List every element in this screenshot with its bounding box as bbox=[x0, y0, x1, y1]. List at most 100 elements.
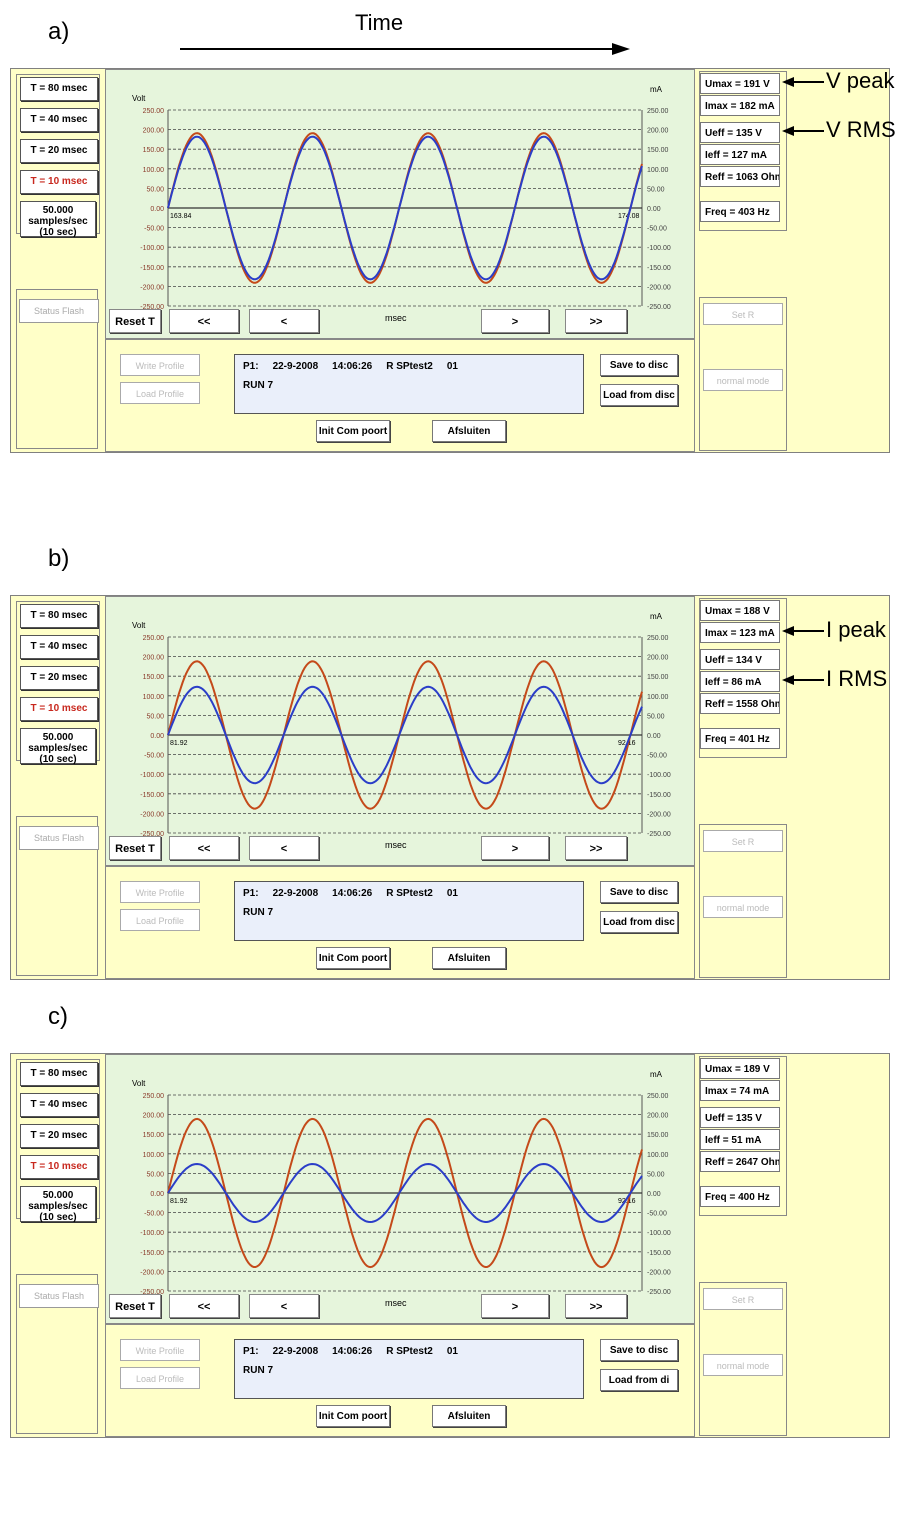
scroll-far-right-button[interactable]: >> bbox=[565, 1294, 627, 1318]
normal-mode-button[interactable]: normal mode bbox=[703, 369, 783, 391]
scroll-far-left-button[interactable]: << bbox=[169, 836, 239, 860]
measurements-column: Umax = 188 V Imax = 123 mA Ueff = 134 V Ief… bbox=[695, 596, 891, 979]
init-comport-button[interactable]: Init Com poort bbox=[316, 1405, 390, 1427]
time-label: Time bbox=[355, 10, 404, 35]
profile-info-box: P1: 22-9-2008 14:06:26 R SPtest2 01 RUN 7 bbox=[234, 1339, 584, 1399]
load-profile-button[interactable]: Load Profile bbox=[120, 1367, 200, 1389]
samples-per-sec-button[interactable]: 50.000 samples/sec (10 sec) bbox=[20, 728, 96, 765]
scroll-far-right-button[interactable]: >> bbox=[565, 309, 627, 333]
set-r-button[interactable]: Set R bbox=[703, 303, 783, 325]
load-from-disc-button[interactable]: Load from disc bbox=[600, 911, 678, 933]
reset-t-button[interactable]: Reset T bbox=[109, 1294, 161, 1318]
status-flash-button[interactable]: Status Flash bbox=[19, 299, 99, 323]
voltage-trace bbox=[167, 1117, 643, 1269]
profile-code: 01 bbox=[446, 1346, 458, 1357]
measurement-readout: Ueff = 135 V bbox=[700, 122, 780, 143]
oscilloscope-graph: Volt mA 250.00 250.00 200.00 200.00 150.00 150.… bbox=[105, 1054, 695, 1324]
left-lower-frame bbox=[16, 1274, 98, 1434]
load-profile-button[interactable]: Load Profile bbox=[120, 382, 200, 404]
reset-t-button[interactable]: Reset T bbox=[109, 836, 161, 860]
panel-letter: b) bbox=[48, 545, 70, 572]
status-flash-button[interactable]: Status Flash bbox=[19, 1284, 99, 1308]
scroll-right-button[interactable]: > bbox=[481, 309, 549, 333]
y-tick-label-right: -250.00 bbox=[647, 831, 671, 838]
y-tick-label-left: -50.00 bbox=[144, 1211, 164, 1218]
measurements-frame bbox=[699, 71, 787, 231]
save-to-disc-button[interactable]: Save to disc bbox=[600, 1339, 678, 1361]
time-range-button[interactable]: T = 40 msec bbox=[20, 1093, 98, 1117]
samples-per-sec-button[interactable]: 50.000 samples/sec (10 sec) bbox=[20, 201, 96, 238]
status-flash-button[interactable]: Status Flash bbox=[19, 826, 99, 850]
save-to-disc-button[interactable]: Save to disc bbox=[600, 881, 678, 903]
annotation-label: V RMS bbox=[826, 117, 896, 142]
load-from-disc-button[interactable]: Load from disc bbox=[600, 384, 678, 406]
y-tick-label-right: -200.00 bbox=[647, 811, 671, 818]
x-start-label: 81.92 bbox=[170, 740, 188, 747]
samples-per-sec-button[interactable]: 50.000 samples/sec (10 sec) bbox=[20, 1186, 96, 1223]
normal-mode-button[interactable]: normal mode bbox=[703, 896, 783, 918]
reset-t-button[interactable]: Reset T bbox=[109, 309, 161, 333]
time-range-button[interactable]: T = 10 msec bbox=[20, 1155, 98, 1179]
y-tick-label-left: 200.00 bbox=[143, 655, 165, 662]
profile-area: Write Profile Load Profile P1: 22-9-2008 14:… bbox=[105, 1324, 695, 1437]
time-range-button[interactable]: T = 20 msec bbox=[20, 139, 98, 163]
right-lower-frame bbox=[699, 297, 787, 451]
scroll-left-button[interactable]: < bbox=[249, 836, 319, 860]
x-axis-unit-label: msec bbox=[385, 313, 407, 323]
normal-mode-button[interactable]: normal mode bbox=[703, 1354, 783, 1376]
y-tick-label-right: -250.00 bbox=[647, 304, 671, 311]
measurement-readout: Ueff = 134 V bbox=[700, 649, 780, 670]
init-comport-button[interactable]: Init Com poort bbox=[316, 947, 390, 969]
time-range-button[interactable]: T = 10 msec bbox=[20, 170, 98, 194]
navigation-row: Reset T << < > >> msec bbox=[109, 1294, 691, 1320]
set-r-button[interactable]: Set R bbox=[703, 1288, 783, 1310]
write-profile-button[interactable]: Write Profile bbox=[120, 881, 200, 903]
afsluiten-button[interactable]: Afsluiten bbox=[432, 420, 506, 442]
scroll-far-left-button[interactable]: << bbox=[169, 309, 239, 333]
y-tick-label-right: 100.00 bbox=[647, 694, 669, 701]
y-tick-label-right: 250.00 bbox=[647, 1093, 669, 1100]
annotation-label: I peak bbox=[826, 617, 886, 642]
afsluiten-button[interactable]: Afsluiten bbox=[432, 947, 506, 969]
y-tick-label-left: 250.00 bbox=[143, 108, 165, 115]
time-range-button[interactable]: T = 10 msec bbox=[20, 697, 98, 721]
y-tick-label-right: 250.00 bbox=[647, 108, 669, 115]
scroll-left-button[interactable]: < bbox=[249, 1294, 319, 1318]
y-tick-label-right: -200.00 bbox=[647, 284, 671, 291]
scroll-far-right-button[interactable]: >> bbox=[565, 836, 627, 860]
init-comport-button[interactable]: Init Com poort bbox=[316, 420, 390, 442]
samples-line: samples/sec bbox=[28, 743, 88, 754]
time-range-button[interactable]: T = 40 msec bbox=[20, 635, 98, 659]
measurement-readout: Ieff = 51 mA bbox=[700, 1129, 780, 1150]
x-axis-unit-label: msec bbox=[385, 840, 407, 850]
y-tick-label-left: -100.00 bbox=[140, 1230, 164, 1237]
navigation-row: Reset T << < > >> msec bbox=[109, 836, 691, 862]
time-range-button[interactable]: T = 20 msec bbox=[20, 666, 98, 690]
write-profile-button[interactable]: Write Profile bbox=[120, 1339, 200, 1361]
y-tick-label-right: -50.00 bbox=[647, 1211, 667, 1218]
afsluiten-button[interactable]: Afsluiten bbox=[432, 1405, 506, 1427]
set-r-button[interactable]: Set R bbox=[703, 830, 783, 852]
scroll-far-left-button[interactable]: << bbox=[169, 1294, 239, 1318]
scroll-right-button[interactable]: > bbox=[481, 836, 549, 860]
load-profile-button[interactable]: Load Profile bbox=[120, 909, 200, 931]
measurement-readout: Ueff = 135 V bbox=[700, 1107, 780, 1128]
load-from-disc-button[interactable]: Load from di bbox=[600, 1369, 678, 1391]
scroll-left-button[interactable]: < bbox=[249, 309, 319, 333]
time-range-button[interactable]: T = 80 msec bbox=[20, 604, 98, 628]
time-range-button[interactable]: T = 40 msec bbox=[20, 108, 98, 132]
save-to-disc-button[interactable]: Save to disc bbox=[600, 354, 678, 376]
time-range-button[interactable]: T = 80 msec bbox=[20, 1062, 98, 1086]
measurement-readout: Umax = 191 V bbox=[700, 73, 780, 94]
measurement-readout: Imax = 123 mA bbox=[700, 622, 780, 643]
y-axis-left-title: Volt bbox=[132, 94, 146, 103]
time-range-button[interactable]: T = 80 msec bbox=[20, 77, 98, 101]
panel-letter: a) bbox=[48, 18, 70, 45]
write-profile-button[interactable]: Write Profile bbox=[120, 354, 200, 376]
measurement-readout: Freq = 401 Hz bbox=[700, 728, 780, 749]
left-lower-frame bbox=[16, 816, 98, 976]
y-tick-label-right: 200.00 bbox=[647, 128, 669, 135]
app-panel: T = 80 msec T = 40 msec T = 20 msec T = 10 … bbox=[10, 1053, 890, 1438]
scroll-right-button[interactable]: > bbox=[481, 1294, 549, 1318]
time-range-button[interactable]: T = 20 msec bbox=[20, 1124, 98, 1148]
